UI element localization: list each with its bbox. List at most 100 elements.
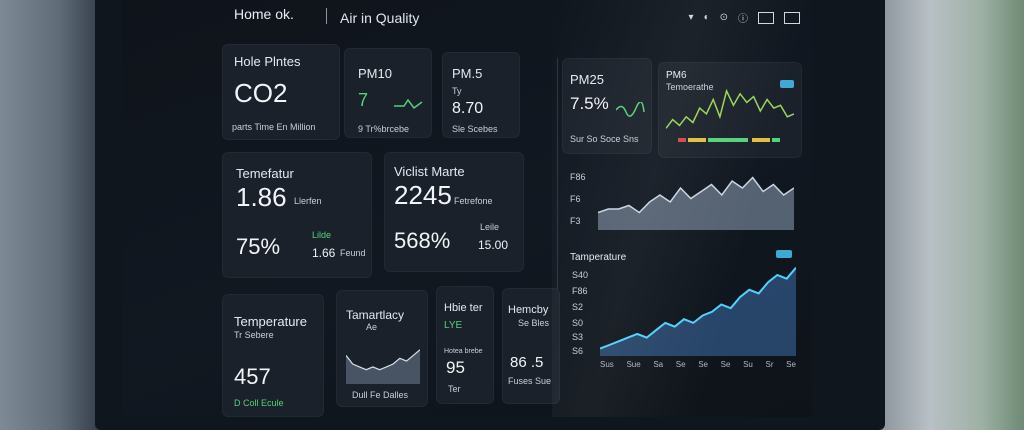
chart-2-xtick: Se [786, 360, 796, 369]
temperature-2-foot: D Coll Ecule [234, 398, 284, 408]
pm25-value: 7.5% [570, 94, 609, 113]
tf-title: Tamartlacy [346, 308, 405, 322]
temperature-title: Temefatur [236, 166, 294, 181]
temperature-2-sub: Tr Sebere [234, 330, 274, 340]
vm-unit: Fetrefone [454, 196, 493, 206]
pm6-sub: Temoerathe [666, 82, 714, 92]
level-yellow-2 [752, 138, 770, 142]
hm-foot: Fuses Sue [508, 376, 552, 386]
column-divider [557, 58, 558, 353]
chart-2-xtick: Se [698, 360, 708, 369]
chart-1-ytick-3: F3 [570, 216, 581, 226]
display-icon [784, 11, 800, 24]
chart-2-ytick-2: F86 [572, 286, 588, 296]
dashboard-screen: Home ok. Air in Quality ▾ ◐ ⊙ ⓘ Hole Pln… [122, 0, 812, 417]
pm6-card[interactable]: PM6 Temoerathe [658, 62, 802, 158]
vm-title: Viclist Marte [394, 164, 465, 179]
pm6-line-chart [666, 88, 794, 129]
pm25-title: PM25 [570, 72, 604, 87]
home-link[interactable]: Home ok. [234, 6, 294, 22]
hb-sub: Ter [448, 384, 461, 394]
tf-note: Ae [366, 322, 378, 332]
chart-2-ytick-1: S40 [572, 270, 589, 280]
co2-value: CO2 [234, 78, 288, 108]
vm-card[interactable]: Viclist Marte 2245 Fetrefone 568% Leile … [384, 152, 524, 272]
co2-unit: parts Time En Million [232, 122, 316, 132]
co2-card[interactable]: Hole Plntes CO2 parts Time En Million [222, 44, 340, 140]
temperature-value: 1.86 [236, 182, 287, 212]
vm-value: 2245 [394, 180, 452, 210]
hm-title: Hemcby [508, 304, 549, 316]
chart-2-xaxis: Sus Sue Sa Se Se Se Su Sr Se [600, 360, 796, 369]
pm15-card[interactable]: PM.5 Ty 8.70 Sle Scebes [442, 52, 520, 138]
hb-card[interactable]: Hbie ter LYE Hotea brebe 95 Ter [436, 286, 494, 404]
battery-icon [758, 11, 774, 24]
pm25-card[interactable]: PM25 7.5% Sur So Soce Sns [562, 58, 652, 154]
pm10-trend-icon [394, 98, 423, 110]
hb-sub-1: Hotea brebe [444, 348, 483, 355]
c4-series-fill [346, 349, 420, 384]
pm6-title: PM6 [666, 70, 687, 81]
pm10-sub: 9 Tr%brcebe [358, 124, 410, 134]
pm25-trend-icon [616, 102, 645, 117]
hm-sub: Se Bles [518, 318, 550, 328]
chart-2-ytick-6: S6 [572, 346, 584, 356]
temperature-mini-unit: Feund [340, 248, 366, 258]
chart-2-ytick-4: S0 [572, 318, 584, 328]
header-divider [326, 8, 327, 24]
c3-series-line [600, 267, 796, 350]
temperature-mini-value: 1.66 [312, 246, 336, 260]
wifi-icon[interactable]: ▾ [688, 12, 694, 23]
temperature-card[interactable]: Temefatur 1.86 Llerfen 75% Lilde 1.66 Fe… [222, 152, 372, 278]
level-green [708, 138, 748, 142]
pm6-badge[interactable] [780, 80, 794, 88]
humidity-percent: 75% [236, 234, 281, 259]
temperature-mini-label: Lilde [312, 230, 332, 240]
vm-percent: 568% [394, 228, 451, 253]
level-green-2 [772, 138, 780, 142]
temperature-unit: Llerfen [294, 196, 322, 206]
chart-1-panel: F86 F6 F3 [570, 170, 800, 234]
c2-series-fill [598, 177, 794, 230]
chart-2-title: Tamperature [570, 252, 627, 263]
pm10-card[interactable]: PM10 7 9 Tr%brcebe [344, 48, 432, 138]
chart-2-xtick: Sa [653, 360, 664, 369]
hm-value: 86 .5 [510, 354, 544, 371]
pm15-value: 8.70 [452, 100, 484, 117]
pm10-value: 7 [358, 90, 369, 110]
status-icons: ▾ ◐ ⊙ ⓘ [689, 10, 800, 25]
vm-mini-value: 15.00 [478, 238, 509, 252]
chart-2-area [600, 267, 796, 356]
tf-card[interactable]: Tamartlacy Ae Dull Fe Dalles [336, 290, 428, 407]
pm10-title: PM10 [358, 66, 392, 81]
hb-value: 95 [446, 358, 465, 377]
chart-1-ytick-1: F86 [570, 172, 586, 182]
chart-2-ytick-3: S2 [572, 302, 584, 312]
chart-2-xtick: Se [675, 360, 686, 369]
tf-area-chart [346, 349, 420, 384]
chart-2-panel: Tamperature S40 F86 S2 S0 S3 S6 Sus Sue … [566, 248, 806, 378]
chart-1-area [598, 176, 794, 230]
bluetooth-icon[interactable]: ◐ [703, 12, 710, 23]
chart-2-xtick: Su [743, 360, 753, 369]
c2-series-line [598, 176, 794, 214]
hb-value-1: LYE [444, 320, 463, 331]
info-icon[interactable]: ⓘ [738, 14, 748, 25]
hm-card[interactable]: Hemcby Se Bles 86 .5 Fuses Sue [502, 288, 560, 404]
vm-mini-label: Leile [480, 222, 500, 232]
c3-series-fill [600, 267, 796, 356]
hb-title: Hbie ter [444, 302, 483, 314]
temperature-2-title: Temperature [234, 314, 307, 329]
pm25-sub: Sur So Soce Sns [570, 134, 639, 144]
pm15-title: PM.5 [452, 66, 483, 81]
temperature-2-value: 457 [234, 364, 271, 389]
level-yellow [688, 138, 706, 142]
level-red [678, 138, 686, 142]
chart-2-badge[interactable] [776, 250, 792, 258]
temperature-2-card[interactable]: Temperature Tr Sebere 457 D Coll Ecule [222, 294, 324, 417]
chart-2-xtick: Sue [626, 360, 641, 369]
pm15-note: Ty [452, 86, 462, 96]
section-title: Air in Quality [340, 10, 420, 26]
chart-2-ytick-5: S3 [572, 332, 584, 342]
alert-icon[interactable]: ⊙ [719, 12, 728, 23]
